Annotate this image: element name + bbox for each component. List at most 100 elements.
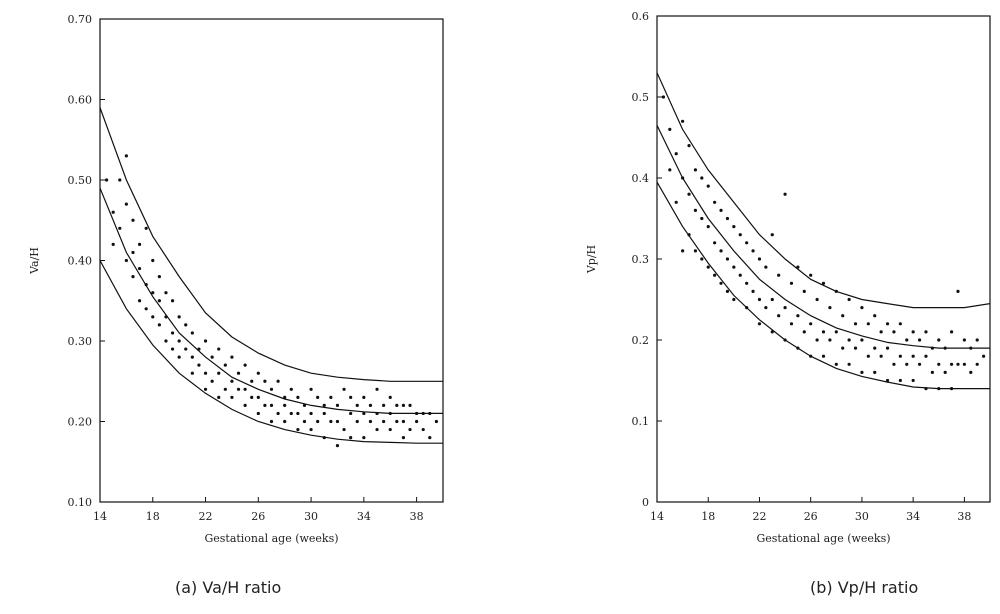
data-point [309, 427, 313, 432]
data-point [789, 322, 794, 326]
data-point [197, 363, 201, 367]
data-point [898, 322, 902, 326]
y-tick-label: 0.20 [68, 416, 93, 429]
data-point [821, 330, 826, 334]
data-point [388, 395, 392, 399]
data-point [230, 395, 234, 399]
x-tick-label: 18 [146, 510, 160, 523]
x-tick-label: 18 [701, 510, 715, 523]
data-point [124, 202, 128, 206]
data-point [203, 339, 208, 343]
y-tick-label: 0.4 [632, 172, 650, 185]
data-point [223, 387, 227, 391]
data-point [170, 331, 175, 335]
data-point [283, 419, 287, 424]
data-point [770, 297, 774, 302]
y-tick-label: 0.50 [68, 174, 93, 187]
data-point [949, 330, 954, 334]
data-point [687, 192, 691, 196]
y-tick-label: 0.40 [68, 255, 93, 268]
data-point [236, 371, 241, 375]
x-tick-label: 26 [251, 510, 265, 523]
data-point [289, 411, 293, 416]
data-point [309, 411, 313, 416]
data-point [917, 362, 922, 366]
data-point [375, 427, 379, 432]
data-point [873, 314, 877, 318]
data-point [917, 338, 922, 342]
data-point [342, 387, 346, 391]
data-point [368, 419, 373, 424]
data-point [969, 370, 973, 374]
data-point [745, 241, 749, 245]
data-point [834, 330, 838, 334]
data-point [362, 411, 366, 416]
data-point [276, 411, 280, 416]
data-point [847, 362, 851, 366]
data-point [164, 291, 168, 295]
data-point [137, 299, 142, 303]
data-point [834, 362, 838, 366]
data-point [329, 395, 333, 399]
data-point [190, 355, 194, 359]
data-point [401, 419, 406, 424]
data-point [250, 379, 254, 383]
data-point [751, 289, 755, 293]
data-point [276, 379, 280, 383]
y-tick-label: 0.5 [632, 91, 650, 104]
data-point [674, 200, 678, 204]
data-point [289, 387, 293, 391]
plot-frame [656, 15, 991, 503]
data-point [879, 354, 883, 358]
x-tick-label: 34 [357, 510, 371, 523]
data-point [930, 370, 934, 374]
data-point [151, 315, 155, 319]
data-point [860, 306, 864, 310]
data-point [256, 395, 260, 399]
caption-vp-h: (b) Vp/H ratio [810, 578, 919, 597]
data-point [388, 427, 392, 432]
data-point [732, 297, 736, 302]
data-point [395, 403, 399, 407]
data-point [719, 249, 723, 253]
data-point [401, 436, 406, 440]
reference-curve-middle [657, 125, 990, 349]
data-point [124, 258, 128, 263]
data-point [111, 242, 115, 246]
data-point [706, 184, 710, 188]
plot-area [100, 107, 443, 448]
data-point [661, 95, 666, 99]
data-point [269, 387, 274, 391]
data-point [713, 200, 717, 204]
data-point [335, 444, 340, 448]
data-point [719, 208, 723, 212]
data-point [131, 275, 135, 279]
data-point [368, 403, 373, 407]
data-point [269, 403, 274, 407]
data-point [250, 395, 254, 399]
data-point [924, 330, 928, 334]
data-point [885, 322, 890, 326]
data-point [236, 387, 241, 391]
data-point [815, 338, 819, 342]
y-tick-label: 0.60 [68, 94, 93, 107]
data-point [681, 249, 685, 253]
data-point [269, 419, 274, 424]
data-point [184, 323, 188, 327]
data-point [783, 192, 787, 196]
data-point [375, 387, 379, 391]
data-point [700, 257, 704, 261]
data-point [777, 314, 781, 318]
reference-curve-lower [657, 181, 990, 390]
data-point [203, 387, 208, 391]
data-point [434, 419, 439, 424]
data-point [144, 226, 148, 230]
data-point [937, 338, 941, 342]
data-point [847, 297, 851, 302]
x-axis-label: Gestational age (weeks) [756, 532, 890, 545]
data-point [905, 362, 909, 366]
data-point [674, 152, 678, 156]
data-point [745, 281, 749, 285]
y-tick-label: 0.2 [632, 334, 650, 347]
data-point [151, 258, 155, 263]
